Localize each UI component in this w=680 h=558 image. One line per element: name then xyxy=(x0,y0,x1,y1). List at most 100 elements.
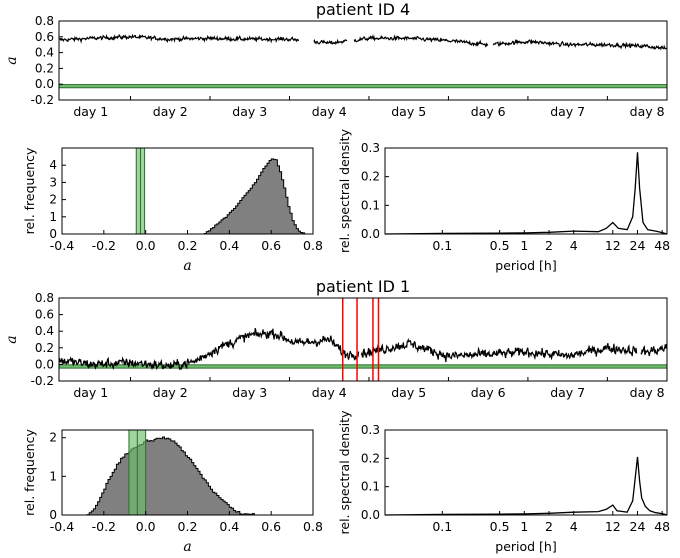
x-tick-label: 0.0 xyxy=(136,238,156,253)
x-tick-label: 0.5 xyxy=(490,519,510,534)
x-tick-label: -0.2 xyxy=(92,519,116,534)
x-tick-label: 0.5 xyxy=(490,238,510,253)
y-tick-label: 0.3 xyxy=(361,141,380,155)
histogram-bars xyxy=(203,158,309,235)
series-line xyxy=(59,328,360,371)
x-tick-label: day 1 xyxy=(73,385,108,400)
x-axis-label: period [h] xyxy=(495,258,556,273)
x-tick-label: 0.8 xyxy=(303,238,323,253)
plot-frame xyxy=(58,297,668,382)
y-tick-label: 0.4 xyxy=(35,324,54,338)
chart-title: patient ID 1 xyxy=(316,277,410,296)
x-tick-label: 0.2 xyxy=(178,238,198,253)
y-tick-label: 0.0 xyxy=(361,227,380,241)
y-axis-label: rel. spectral density xyxy=(337,410,352,535)
x-tick-label: day 3 xyxy=(232,385,267,400)
y-tick-label: 0.2 xyxy=(361,451,380,465)
y-tick-label: 4 xyxy=(49,158,57,172)
y-tick-label: -0.2 xyxy=(31,374,54,388)
x-tick-label: 1 xyxy=(520,238,528,253)
x-tick-label: 2 xyxy=(545,238,553,253)
x-tick-label: 0.8 xyxy=(303,519,323,534)
x-tick-label: 0.2 xyxy=(178,519,198,534)
x-tick-label: 1 xyxy=(520,519,528,534)
x-tick-label: day 3 xyxy=(232,104,267,119)
y-tick-label: 0.1 xyxy=(361,198,380,212)
y-tick-label: 0.8 xyxy=(35,14,54,28)
series-line xyxy=(58,33,299,44)
y-tick-label: 0.0 xyxy=(361,508,380,522)
y-axis-label: rel. spectral density xyxy=(337,128,352,253)
series-line xyxy=(313,38,348,46)
x-axis-label: period [h] xyxy=(495,539,556,554)
y-tick-label: 0.3 xyxy=(361,423,380,437)
x-tick-label: day 5 xyxy=(391,104,426,119)
x-tick-label: 0.1 xyxy=(432,519,452,534)
y-tick-label: 0.2 xyxy=(361,170,380,184)
x-tick-label: 0.6 xyxy=(261,519,281,534)
x-tick-label: 48 xyxy=(654,238,670,253)
histogram-panel: -0.4 -0.2 0.0 0.2 0.4 0.6 0.8 0 1 2 3 4 a rel. freque… xyxy=(22,147,323,274)
y-tick-label: 0.6 xyxy=(35,308,54,322)
y-tick-label: 0.2 xyxy=(35,341,54,355)
histogram-panel: -0.4 -0.2 0.0 0.2 0.4 0.6 0.8 0 1 2 a rel. frequenc… xyxy=(22,429,323,555)
x-tick-label: 4 xyxy=(570,519,578,534)
timeseries-panel: patient ID 1 -0.2 0.0 0.2 0.4 0.6 0.8 a day 1 day… xyxy=(4,277,668,400)
y-tick-label: 0.2 xyxy=(35,61,54,75)
spectrum-line xyxy=(384,152,668,235)
x-tick-label: 0.4 xyxy=(219,519,239,534)
plot-frame xyxy=(384,429,668,516)
x-tick-label: -0.2 xyxy=(92,238,116,253)
histogram-bars xyxy=(86,436,255,516)
x-tick-label: day 6 xyxy=(471,385,506,400)
y-axis-label: rel. frequency xyxy=(22,147,37,234)
x-axis-label: a xyxy=(183,539,191,555)
x-tick-label: 4 xyxy=(570,238,578,253)
x-tick-label: day 5 xyxy=(391,385,426,400)
series-line xyxy=(492,38,668,51)
y-tick-label: 0.8 xyxy=(35,291,54,305)
x-tick-label: day 6 xyxy=(471,104,506,119)
series-line xyxy=(353,34,489,48)
series-line xyxy=(360,337,638,363)
x-axis-label: a xyxy=(183,258,191,274)
spectrum-line xyxy=(384,456,668,516)
y-axis-label: a xyxy=(4,56,20,64)
x-tick-label: -0.4 xyxy=(50,238,74,253)
plot-frame xyxy=(58,20,668,101)
y-tick-label: 0 xyxy=(49,508,57,522)
x-tick-label: day 2 xyxy=(153,385,188,400)
x-tick-label: 48 xyxy=(654,519,670,534)
x-tick-label: day 4 xyxy=(312,104,347,119)
y-tick-label: 1 xyxy=(49,210,57,224)
x-tick-label: -0.4 xyxy=(50,519,74,534)
y-tick-label: -0.2 xyxy=(31,93,54,107)
x-tick-label: day 7 xyxy=(550,385,585,400)
x-tick-label: day 8 xyxy=(630,385,665,400)
x-tick-label: 0.0 xyxy=(136,519,156,534)
x-tick-label: 12 xyxy=(605,519,621,534)
timeseries-panel: patient ID 4 -0.2 0.0 0.20.4 0.6 0.8 a day 1 day… xyxy=(4,0,668,119)
y-tick-label: 0.0 xyxy=(35,357,54,371)
x-tick-label: 24 xyxy=(630,519,646,534)
x-tick-label: 0.4 xyxy=(219,238,239,253)
y-axis-label: a xyxy=(4,335,20,343)
y-tick-label: 2 xyxy=(49,431,57,445)
y-tick-label: 0.6 xyxy=(35,30,54,44)
y-tick-label: 0 xyxy=(49,227,57,241)
y-tick-label: 0.0 xyxy=(35,77,54,91)
y-tick-label: 1 xyxy=(49,469,57,483)
x-tick-label: 0.6 xyxy=(261,238,281,253)
y-tick-label: 0.4 xyxy=(35,46,54,60)
x-tick-label: 0.1 xyxy=(432,238,452,253)
chart-title: patient ID 4 xyxy=(316,0,410,19)
x-tick-label: day 7 xyxy=(550,104,585,119)
x-tick-label: 24 xyxy=(630,238,646,253)
x-tick-label: day 8 xyxy=(630,104,665,119)
y-tick-label: 3 xyxy=(49,175,57,189)
y-tick-label: 2 xyxy=(49,193,57,207)
x-tick-label: day 1 xyxy=(73,104,108,119)
y-axis-label: rel. frequency xyxy=(22,429,37,516)
